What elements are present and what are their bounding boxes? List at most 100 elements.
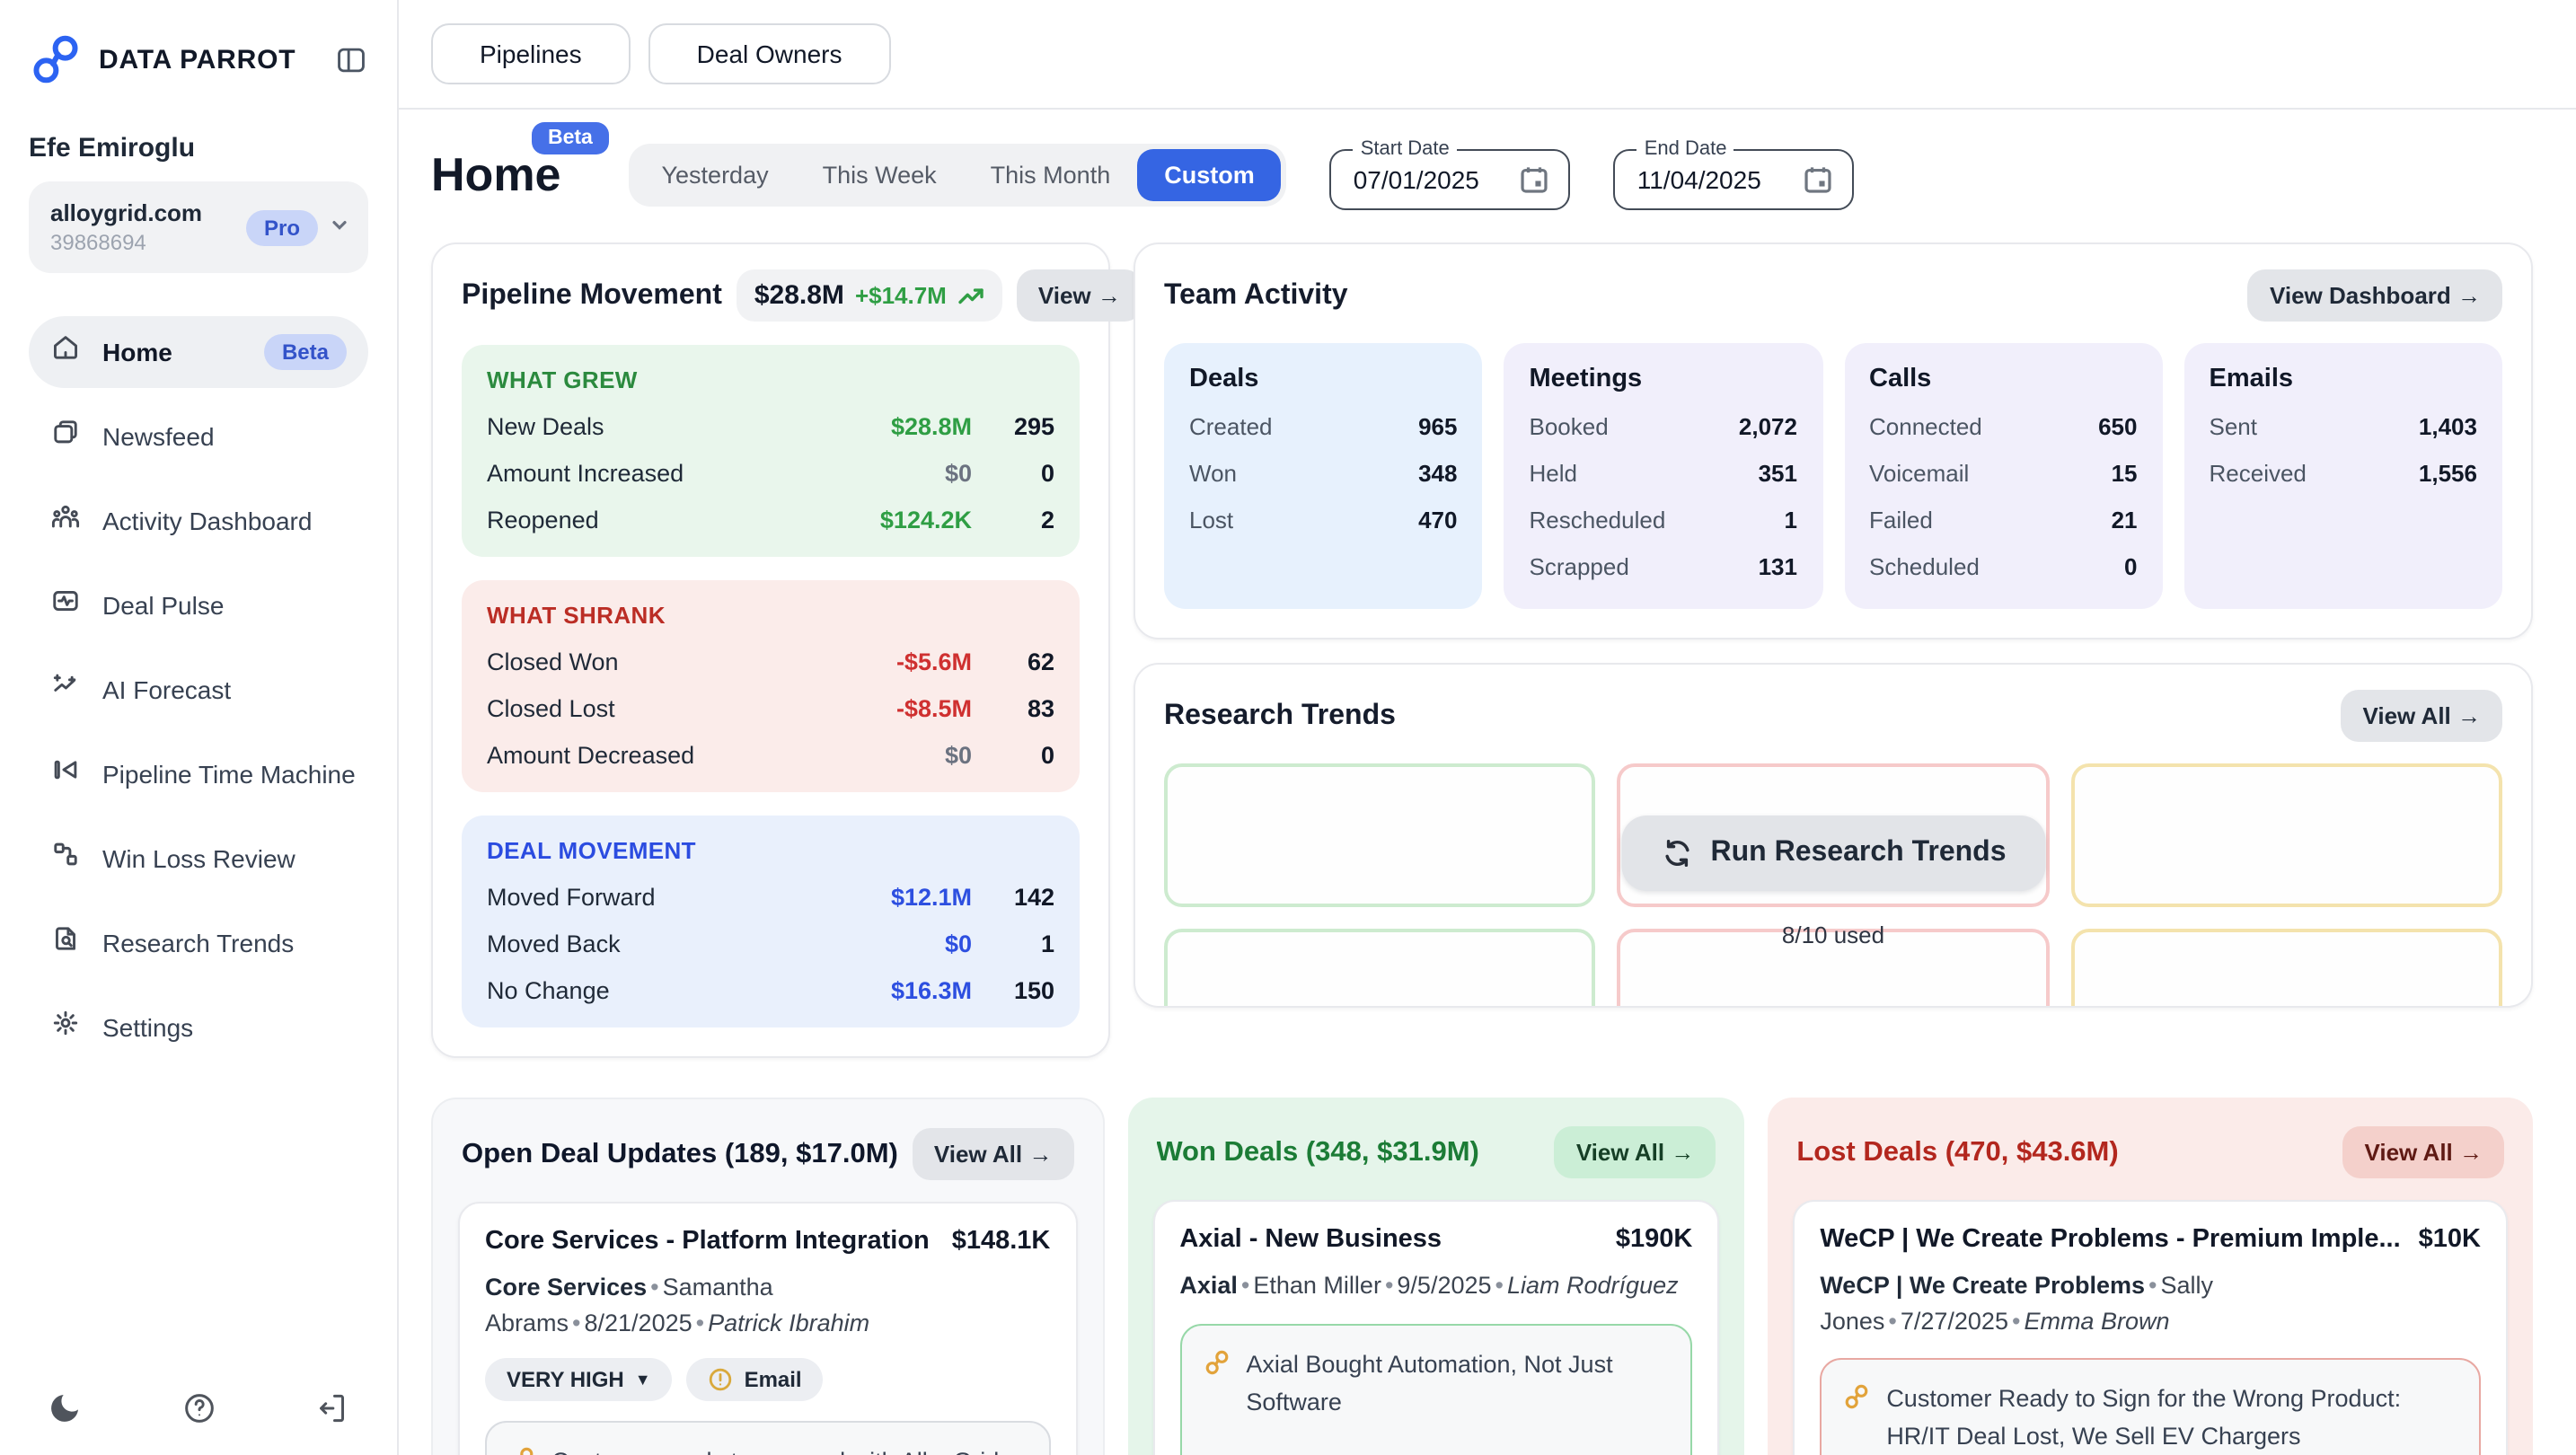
stat-value: 0 — [2124, 553, 2138, 580]
won-deals-view-all-button[interactable]: View All → — [1554, 1126, 1716, 1178]
start-date-input[interactable] — [1353, 165, 1504, 194]
org-id: 39868694 — [50, 230, 146, 255]
sidebar-item-win-loss-review[interactable]: Win Loss Review — [29, 823, 368, 895]
lost-deals-title: Lost Deals (470, $43.6M) — [1796, 1136, 2119, 1167]
pulse-icon — [50, 586, 81, 625]
stat-label: Rescheduled — [1529, 507, 1666, 534]
parrot-note-icon — [1204, 1349, 1228, 1374]
flow-squares-icon — [50, 839, 81, 878]
sidebar-item-ai-forecast[interactable]: AI Forecast — [29, 654, 368, 726]
sidebar-item-home[interactable]: Home Beta — [29, 316, 368, 388]
stat-label: Scheduled — [1869, 553, 1980, 580]
view-dashboard-button[interactable]: View Dashboard → — [2247, 269, 2502, 322]
sidebar-item-pipeline-time-machine[interactable]: Pipeline Time Machine — [29, 738, 368, 810]
row-label: Amount Increased — [487, 460, 684, 487]
logout-icon[interactable] — [314, 1390, 350, 1426]
calls-group: Calls Connected 650 Voicemail 15 Failed 21 … — [1844, 343, 2163, 609]
org-info: alloygrid.com 39868694 — [50, 199, 235, 255]
stat-value: 1 — [1784, 507, 1797, 534]
page-title-wrap: Home Beta — [431, 121, 609, 202]
range-yesterday[interactable]: Yesterday — [661, 161, 769, 188]
deal-date: 7/27/2025 — [1900, 1307, 2008, 1335]
end-date-input[interactable] — [1636, 165, 1788, 194]
research-placeholder — [2070, 929, 2502, 1006]
pipeline-total: $28.8M — [754, 280, 844, 311]
sidebar-item-settings[interactable]: Settings — [29, 992, 368, 1063]
stat-value: 348 — [1418, 460, 1458, 487]
stat-value: 1,403 — [2418, 413, 2477, 440]
pipeline-movement-card: Pipeline Movement $28.8M +$14.7M View → … — [431, 242, 1142, 1058]
stat-label: Created — [1189, 413, 1273, 440]
sidebar-nav: Home Beta Newsfeed Activity Dashboard De… — [29, 316, 368, 1063]
stat-label: Held — [1529, 460, 1578, 487]
range-custom[interactable]: Custom — [1137, 148, 1282, 200]
deal-meta: Axial • Ethan Miller • 9/5/2025 • Liam Rodrígu… — [1179, 1268, 1692, 1303]
pipeline-movement-title: Pipeline Movement — [462, 279, 722, 310]
pipeline-view-button[interactable]: View → — [1016, 269, 1142, 322]
date-range-segmented: Yesterday This Week This Month Custom — [629, 143, 1287, 206]
research-trends-card: Research Trends View All → — [1134, 663, 2533, 1008]
sidebar-item-label: AI Forecast — [102, 675, 232, 704]
row-label: No Change — [487, 977, 610, 1004]
range-this-month[interactable]: This Month — [990, 161, 1111, 188]
row-count: 62 — [1027, 648, 1054, 675]
deal-owners-button[interactable]: Deal Owners — [648, 23, 891, 84]
sidebar-item-activity-dashboard[interactable]: Activity Dashboard — [29, 485, 368, 557]
sidebar-item-label: Settings — [102, 1013, 194, 1042]
open-deals-view-all-button[interactable]: View All → — [912, 1128, 1074, 1180]
sidebar-item-research-trends[interactable]: Research Trends — [29, 907, 368, 979]
lost-deals-view-all-button[interactable]: View All → — [2342, 1126, 2504, 1178]
row-amount: $0 — [944, 742, 972, 769]
row-amount: $28.8M — [890, 413, 972, 440]
row-count: 0 — [1040, 460, 1054, 487]
dashboard-content: Pipeline Movement $28.8M +$14.7M View → … — [399, 228, 2576, 1455]
meetings-group: Meetings Booked 2,072 Held 351 Rescheduled… — [1504, 343, 1822, 609]
org-switcher[interactable]: alloygrid.com 39868694 Pro — [29, 181, 368, 273]
calendar-icon[interactable] — [1519, 163, 1551, 196]
warning-circle-icon — [709, 1367, 734, 1392]
chevron-down-icon — [329, 214, 350, 241]
row-label: Closed Lost — [487, 695, 615, 722]
data-parrot-logo-icon — [29, 32, 83, 86]
ai-note: Axial Bought Automation, Not Just Softwa… — [1179, 1323, 1693, 1455]
deal-owner: Ethan Miller — [1253, 1272, 1381, 1299]
stat-value: 965 — [1418, 413, 1458, 440]
emails-group: Emails Sent 1,403 Received 1,556 — [2183, 343, 2502, 609]
sidebar-item-label: Pipeline Time Machine — [102, 760, 356, 789]
separator: • — [1495, 1272, 1504, 1299]
sidebar-item-label: Activity Dashboard — [102, 507, 313, 535]
chevron-down-icon: ▼ — [634, 1371, 651, 1389]
newsfeed-icon — [50, 417, 81, 456]
dark-mode-moon-icon[interactable] — [47, 1390, 83, 1426]
ai-note-text: Customer Ready to Sign for the Wrong Pro… — [1886, 1385, 2402, 1451]
sidebar-item-newsfeed[interactable]: Newsfeed — [29, 401, 368, 472]
research-trends-title: Research Trends — [1164, 700, 1396, 730]
group-title: Deals — [1189, 365, 1259, 393]
row-amount: $12.1M — [890, 884, 972, 911]
deal-card[interactable]: WeCP | We Create Problems - Premium Impl… — [1793, 1200, 2508, 1455]
deal-name: Axial - New Business — [1179, 1225, 1442, 1254]
deal-card[interactable]: Axial - New Business $190K Axial • Ethan M… — [1152, 1200, 1720, 1455]
priority-dropdown[interactable]: VERY HIGH ▼ — [485, 1358, 673, 1402]
won-deals-title: Won Deals (348, $31.9M) — [1156, 1136, 1479, 1167]
calendar-icon[interactable] — [1803, 163, 1835, 196]
deal-card[interactable]: Core Services - Platform Integration $14… — [458, 1202, 1078, 1455]
research-placeholder — [1617, 929, 2050, 1006]
sidebar-item-label: Deal Pulse — [102, 591, 225, 620]
run-research-trends-button[interactable]: Run Research Trends — [1620, 816, 2046, 891]
email-channel-badge[interactable]: Email — [686, 1358, 824, 1402]
people-group-icon — [50, 501, 81, 541]
sidebar-item-deal-pulse[interactable]: Deal Pulse — [29, 569, 368, 641]
ai-note: Customer Ready to Sign for the Wrong Pro… — [1820, 1358, 2481, 1455]
research-view-all-button[interactable]: View All → — [2341, 690, 2502, 742]
sidebar-collapse-icon[interactable] — [334, 42, 368, 76]
help-icon[interactable] — [181, 1390, 216, 1426]
row-label: New Deals — [487, 413, 604, 440]
pipeline-delta: +$14.7M — [854, 282, 947, 309]
pipelines-button[interactable]: Pipelines — [431, 23, 631, 84]
sidebar-item-label: Home — [102, 338, 172, 366]
range-this-week[interactable]: This Week — [822, 161, 937, 188]
deal-company: Axial — [1179, 1272, 1238, 1299]
sidebar-item-label: Newsfeed — [102, 422, 215, 451]
